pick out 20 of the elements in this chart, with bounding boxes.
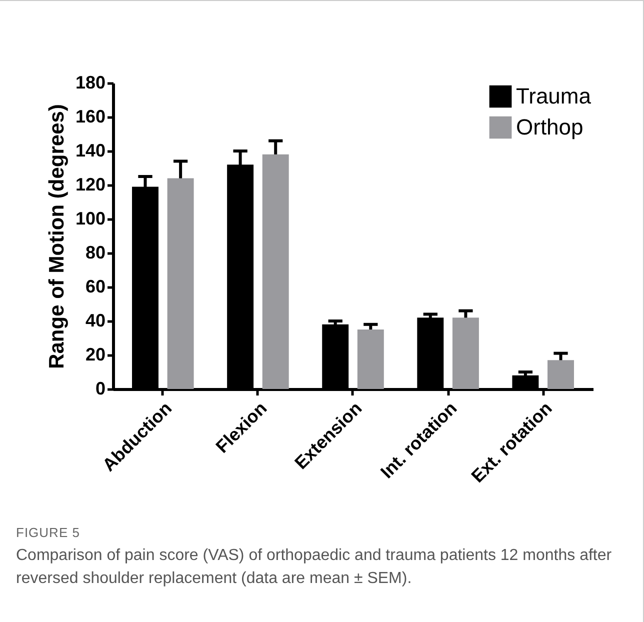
y-tick-label: 100	[75, 208, 106, 228]
y-tick-label: 40	[85, 310, 106, 330]
y-tick-label: 160	[75, 106, 106, 126]
bar	[167, 178, 194, 389]
y-tick-label: 140	[75, 140, 106, 160]
y-tick-label: 120	[75, 174, 106, 194]
bar	[548, 360, 574, 389]
y-tick-label: 80	[85, 242, 106, 262]
y-tick-label: 0	[95, 378, 106, 398]
bar	[357, 330, 384, 389]
y-tick-label: 180	[75, 72, 106, 92]
caption: FIGURE 5	[16, 524, 81, 542]
bar	[262, 154, 289, 389]
legend-label: Trauma	[516, 84, 592, 108]
y-axis-title: Range of Motion (degrees)	[45, 104, 68, 369]
legend-label: Orthop	[516, 114, 584, 140]
y-tick-label: 60	[85, 276, 106, 296]
text: Comparison of pain score (VAS) of orthopaedic and trauma patients 12 months after reversed shoulder replacement (data are mean ± SEM).	[16, 546, 613, 589]
y-tick-label: 20	[85, 344, 106, 364]
bar	[452, 318, 479, 389]
